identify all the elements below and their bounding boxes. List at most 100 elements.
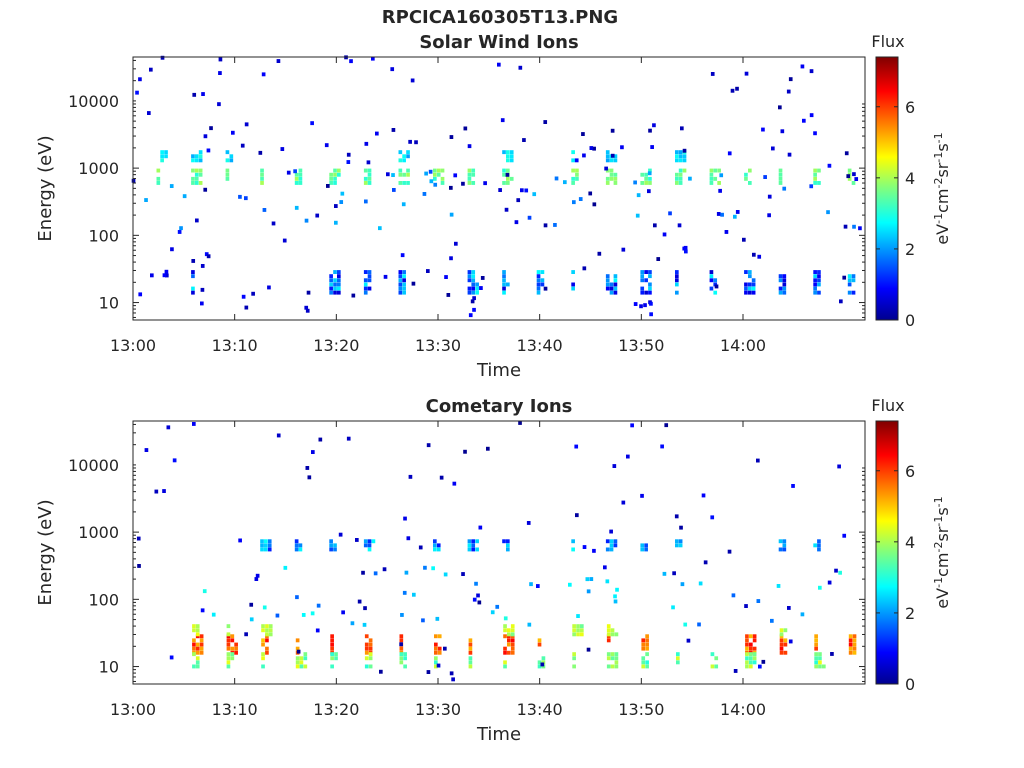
- flux-cell: [467, 543, 472, 548]
- flux-cell: [478, 525, 483, 530]
- flux-cell: [644, 172, 648, 177]
- y-tick-label: 100: [88, 226, 119, 245]
- flux-cell: [852, 646, 857, 651]
- flux-cell: [192, 638, 196, 643]
- flux-cell: [783, 650, 788, 655]
- flux-cell: [179, 226, 183, 231]
- flux-cell: [572, 664, 576, 669]
- flux-cell: [606, 632, 611, 637]
- flux-cell: [645, 652, 649, 657]
- y-axis-label: Energy (eV): [35, 499, 56, 605]
- flux-cell: [571, 547, 575, 552]
- flux-cell: [399, 656, 404, 661]
- flux-cell: [298, 176, 303, 181]
- flux-cell: [854, 177, 859, 181]
- flux-cell: [363, 606, 367, 611]
- flux-cell: [468, 646, 473, 651]
- flux-cell: [503, 616, 508, 621]
- flux-cell: [260, 181, 264, 185]
- flux-cell: [680, 582, 685, 587]
- flux-cell: [283, 565, 288, 570]
- flux-cell: [610, 632, 615, 637]
- flux-cell: [467, 270, 472, 274]
- flux-cell: [203, 134, 208, 139]
- flux-cell: [329, 181, 333, 185]
- flux-cell: [650, 145, 654, 149]
- flux-cell: [507, 628, 511, 633]
- flux-cell: [614, 632, 619, 637]
- flux-cell: [363, 286, 368, 291]
- flux-cell: [506, 282, 510, 287]
- flux-cell: [640, 286, 645, 291]
- flux-cell: [164, 154, 168, 159]
- flux-cell: [575, 513, 579, 518]
- flux-cell: [439, 475, 444, 480]
- flux-cell: [368, 638, 373, 643]
- flux-cell: [675, 154, 679, 159]
- flux-cell: [449, 212, 454, 217]
- flux-cell: [640, 274, 645, 279]
- colorbar-tick-label: 4: [905, 533, 915, 552]
- flux-cell: [475, 282, 479, 287]
- flux-cell: [713, 168, 718, 173]
- flux-cell: [605, 282, 610, 287]
- flux-cell: [195, 642, 200, 647]
- flux-cell: [745, 652, 749, 657]
- flux-cell: [443, 646, 447, 651]
- colorbar-tick-label: 4: [905, 169, 915, 188]
- flux-cell: [814, 660, 818, 665]
- y-tick-label: 10: [99, 658, 119, 677]
- flux-cell: [461, 181, 465, 186]
- flux-cell: [748, 286, 752, 291]
- flux-cell: [410, 78, 415, 83]
- flux-cell: [468, 313, 473, 318]
- flux-cell: [578, 197, 583, 201]
- flux-cell: [467, 278, 472, 283]
- flux-cell: [475, 539, 479, 544]
- flux-cell: [294, 172, 299, 177]
- flux-cell: [813, 274, 817, 279]
- flux-cell: [265, 624, 269, 629]
- flux-cell: [814, 642, 818, 647]
- flux-cell: [379, 669, 383, 674]
- flux-cell: [613, 154, 618, 159]
- flux-cell: [200, 301, 204, 306]
- flux-cell: [472, 296, 476, 301]
- flux-cell: [778, 176, 783, 181]
- flux-cell: [605, 278, 610, 283]
- flux-cell: [262, 208, 267, 212]
- flux-cell: [782, 290, 787, 295]
- flux-cell: [434, 656, 438, 661]
- flux-cell: [645, 660, 649, 665]
- flux-cell: [260, 539, 264, 544]
- flux-cell: [527, 215, 532, 220]
- panel-title: Cometary Ions: [426, 396, 573, 417]
- flux-cell: [191, 154, 195, 159]
- flux-cell: [783, 628, 788, 633]
- flux-cell: [817, 181, 821, 185]
- flux-cell: [471, 172, 476, 177]
- flux-cell: [744, 604, 748, 608]
- flux-cell: [363, 181, 368, 185]
- flux-cell: [536, 278, 541, 283]
- flux-cell: [606, 656, 611, 661]
- flux-cell: [467, 181, 472, 185]
- flux-cell: [298, 168, 303, 173]
- flux-cell: [688, 176, 692, 181]
- colorbar: [875, 56, 899, 321]
- flux-cell: [506, 176, 510, 181]
- flux-cell: [571, 176, 575, 181]
- flux-cell: [265, 638, 269, 643]
- flux-cell: [640, 278, 645, 283]
- flux-cell: [834, 568, 838, 573]
- y-tick-label: 1000: [78, 523, 119, 542]
- flux-cell: [649, 312, 653, 317]
- flux-cell: [202, 589, 207, 594]
- flux-cell: [440, 168, 445, 173]
- flux-cell: [614, 656, 619, 661]
- flux-cell: [333, 181, 337, 185]
- flux-cell: [334, 656, 338, 661]
- flux-cell: [192, 652, 196, 657]
- flux-cell: [363, 543, 368, 548]
- flux-cell: [576, 632, 580, 637]
